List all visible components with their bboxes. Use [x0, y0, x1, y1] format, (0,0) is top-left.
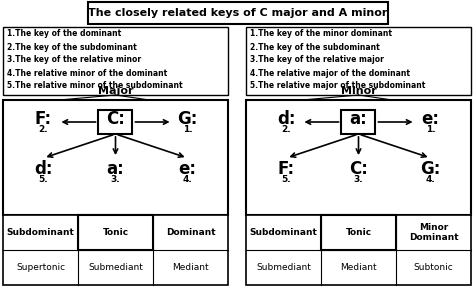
Text: a:: a: — [107, 160, 124, 178]
Text: Mediant: Mediant — [340, 263, 377, 272]
Text: Subtonic: Subtonic — [414, 263, 453, 272]
Text: 5.: 5. — [39, 175, 48, 185]
Text: 5.The relative major of the subdominant: 5.The relative major of the subdominant — [250, 82, 425, 90]
Text: Submediant: Submediant — [256, 263, 311, 272]
Bar — [246, 27, 471, 95]
Text: Submediant: Submediant — [88, 263, 143, 272]
Bar — [3, 100, 228, 215]
Text: 4.: 4. — [426, 175, 436, 185]
Text: Tonic: Tonic — [346, 228, 372, 237]
Text: 1.The key of the minor dominant: 1.The key of the minor dominant — [250, 30, 392, 38]
Text: Subdominant: Subdominant — [7, 228, 74, 237]
Text: 3.The key of the relative minor: 3.The key of the relative minor — [7, 55, 141, 65]
Text: C:: C: — [349, 160, 368, 178]
Text: 1.The key of the dominant: 1.The key of the dominant — [7, 30, 121, 38]
Text: F:: F: — [35, 110, 52, 128]
Text: G:: G: — [420, 160, 441, 178]
Text: 3.: 3. — [111, 175, 120, 185]
Text: d:: d: — [277, 110, 296, 128]
Bar — [3, 27, 228, 95]
Text: a:: a: — [350, 110, 367, 128]
Text: 2.The key of the subdominant: 2.The key of the subdominant — [250, 42, 380, 51]
Text: 4.: 4. — [182, 175, 192, 185]
Text: Major: Major — [98, 86, 133, 96]
Text: F:: F: — [278, 160, 295, 178]
Bar — [246, 215, 471, 285]
Bar — [246, 100, 471, 215]
Text: 2.: 2. — [282, 125, 292, 135]
Text: Minor: Minor — [341, 86, 376, 96]
Text: 2.: 2. — [39, 125, 48, 135]
Text: e:: e: — [179, 160, 197, 178]
Text: Mediant: Mediant — [172, 263, 209, 272]
Text: 4.The relative major of the dominant: 4.The relative major of the dominant — [250, 69, 410, 77]
Text: Dominant: Dominant — [166, 228, 215, 237]
Text: 4.The relative minor of the dominant: 4.The relative minor of the dominant — [7, 69, 167, 77]
Text: C:: C: — [106, 110, 125, 128]
Text: Subdominant: Subdominant — [250, 228, 318, 237]
Text: Supertonic: Supertonic — [16, 263, 65, 272]
Bar — [341, 110, 375, 134]
Bar — [99, 110, 133, 134]
Bar — [88, 2, 388, 24]
Text: 1.: 1. — [426, 125, 435, 135]
Text: 3.The key of the relative major: 3.The key of the relative major — [250, 55, 384, 65]
Text: 5.: 5. — [282, 175, 292, 185]
Text: d:: d: — [34, 160, 53, 178]
Text: G:: G: — [177, 110, 198, 128]
Text: 5.The relative minor of the subdominant: 5.The relative minor of the subdominant — [7, 82, 182, 90]
Text: e:: e: — [421, 110, 439, 128]
Text: 1.: 1. — [182, 125, 192, 135]
Bar — [78, 215, 153, 250]
Bar — [321, 215, 396, 250]
Text: Tonic: Tonic — [102, 228, 128, 237]
Text: Minor
Dominant: Minor Dominant — [409, 223, 458, 242]
Text: 3.: 3. — [354, 175, 363, 185]
Text: The closely related keys of C major and A minor: The closely related keys of C major and … — [88, 8, 388, 18]
Bar — [3, 215, 228, 285]
Text: 2.The key of the subdominant: 2.The key of the subdominant — [7, 42, 137, 51]
